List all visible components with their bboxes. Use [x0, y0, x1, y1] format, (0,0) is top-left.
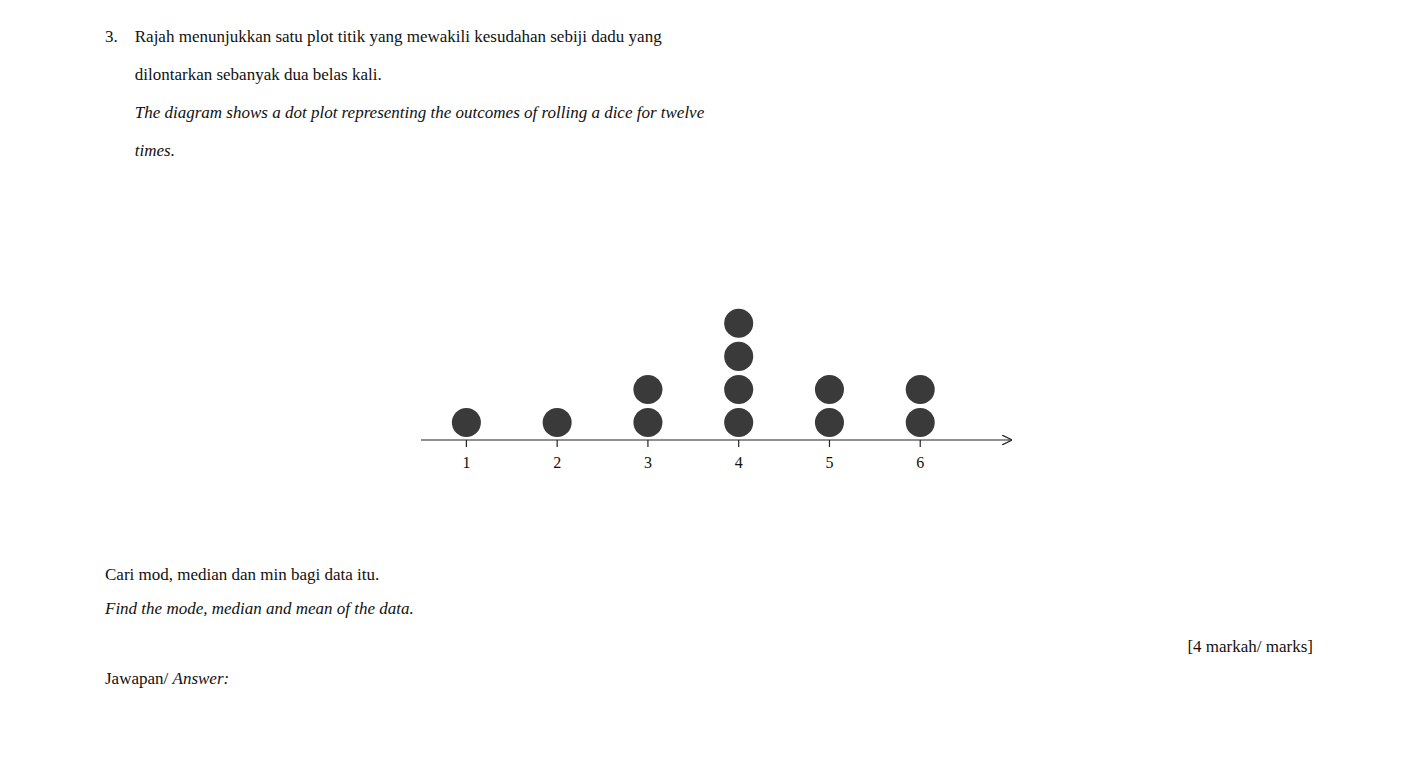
- dot: [724, 408, 753, 437]
- annotation: Find the mode, median and mean of the da…: [104, 599, 414, 618]
- x-tick: [920, 440, 921, 447]
- dot: [543, 408, 572, 437]
- dot: [724, 309, 753, 338]
- x-tick: [829, 440, 830, 447]
- x-tick: [466, 440, 467, 447]
- annotation: Jawapan/: [105, 669, 173, 688]
- x-tick-label: 3: [644, 454, 652, 471]
- dot: [815, 408, 844, 437]
- x-tick-label: 5: [825, 454, 833, 471]
- title-line: 3. Rajah menunjukkan satu plot titik yan…: [105, 27, 662, 46]
- dot: [633, 375, 662, 404]
- x-tick-label: 1: [462, 454, 470, 471]
- x-tick: [647, 440, 648, 447]
- annotation: [4 markah/ marks]: [1187, 637, 1313, 656]
- dot: [633, 408, 662, 437]
- x-tick-label: 6: [916, 454, 924, 471]
- dot: [815, 375, 844, 404]
- dot: [452, 408, 481, 437]
- x-tick: [738, 440, 739, 447]
- subtitle-line: The diagram shows a dot plot representin…: [105, 103, 705, 122]
- chart: 3. Rajah menunjukkan satu plot titik yan…: [0, 0, 1404, 760]
- dot: [724, 375, 753, 404]
- x-axis-line: [421, 439, 1011, 440]
- annotation: Answer:: [172, 669, 230, 688]
- subtitle-line: times.: [105, 141, 175, 160]
- title-line: dilontarkan sebanyak dua belas kali.: [105, 65, 382, 84]
- x-tick-label: 2: [553, 454, 561, 471]
- x-tick: [557, 440, 558, 447]
- x-tick-label: 4: [735, 454, 743, 471]
- answer-line: Jawapan/ Answer:: [105, 669, 229, 688]
- dot: [906, 408, 935, 437]
- annotation: Cari mod, median dan min bagi data itu.: [105, 565, 379, 584]
- dot: [724, 342, 753, 371]
- dots: [452, 309, 935, 437]
- dot: [906, 375, 935, 404]
